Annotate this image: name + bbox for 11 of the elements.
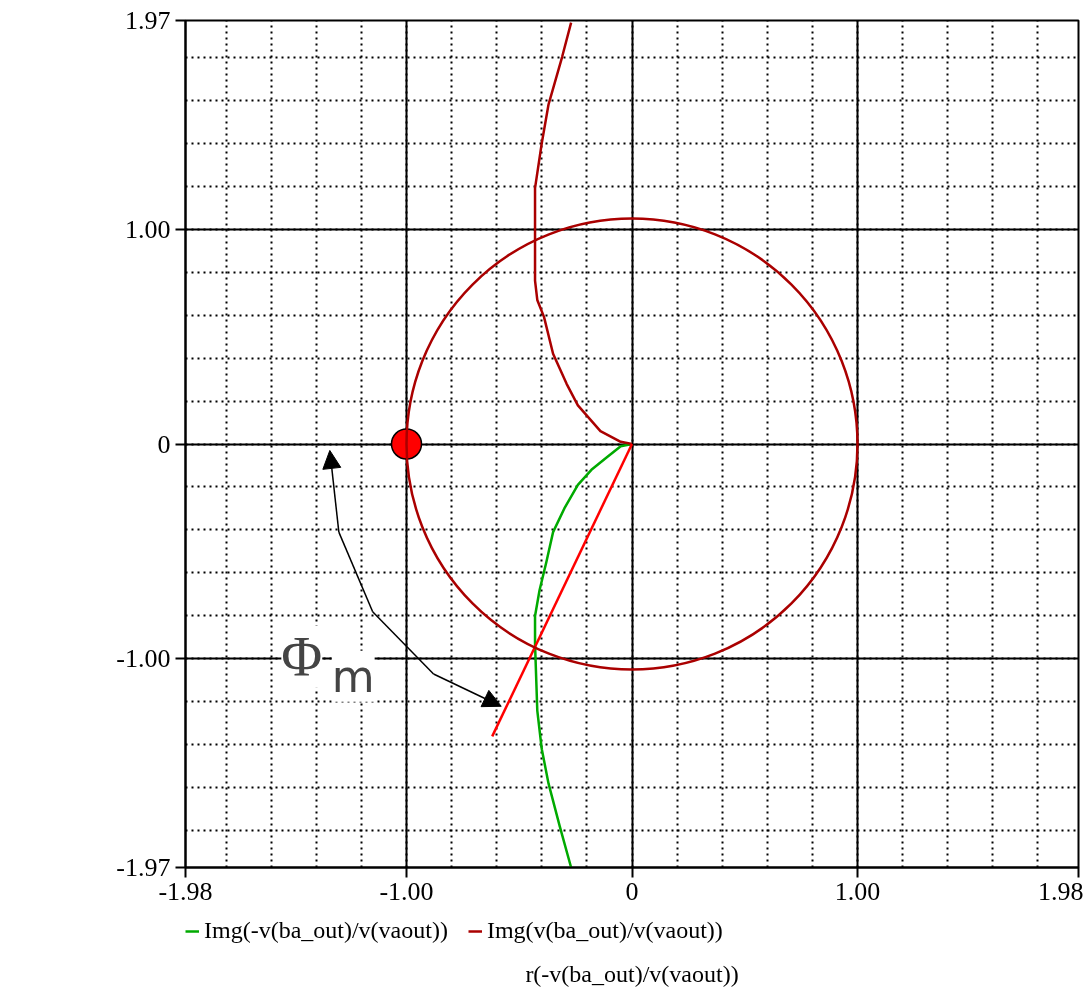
legend-label: Img(v(ba_out)/v(vaout))	[486, 917, 723, 944]
x-tick-label: 0	[625, 876, 639, 906]
x-axis-title: r(-v(ba_out)/v(vaout))	[525, 960, 739, 987]
y-tick-label: -1.00	[116, 644, 171, 674]
x-tick-label: 1.00	[834, 876, 881, 906]
y-tick-label: 1.97	[125, 6, 171, 35]
y-tick-label: 1.00	[125, 214, 171, 244]
x-tick-label: 1.98	[1038, 876, 1083, 906]
legend-label: Img(-v(ba_out)/v(vaout))	[204, 917, 448, 944]
x-tick-label: -1.00	[379, 876, 434, 906]
y-tick-label: 0	[157, 429, 171, 459]
